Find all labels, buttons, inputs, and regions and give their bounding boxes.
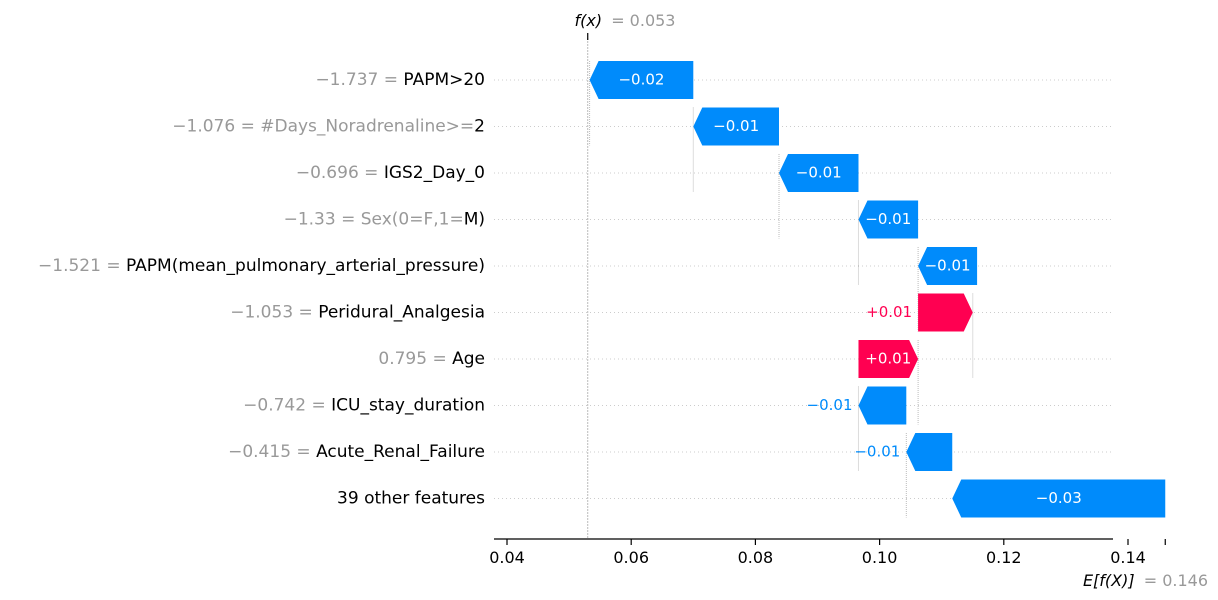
bar-value-label: −0.02 [618, 71, 664, 89]
bar [589, 61, 694, 99]
bar-value-label: −0.01 [796, 164, 842, 182]
bar [918, 247, 978, 285]
feature-label: 39 other features [337, 489, 485, 509]
bar-value-label: −0.01 [925, 257, 971, 275]
feature-label: −1.076 = #Days_Noradrenaline>=2 [172, 117, 485, 137]
bar [858, 340, 919, 378]
feature-value: −0.742 = [243, 396, 331, 416]
feature-name: M) [464, 210, 485, 230]
bar-value-label: −0.01 [713, 117, 759, 135]
feature-value: 0.795 = [378, 349, 452, 369]
feature-label: 0.795 = Age [378, 349, 485, 369]
bar-value-label: −0.01 [854, 443, 900, 461]
feature-label: −0.415 = Acute_Renal_Failure [228, 442, 485, 462]
feature-name: IGS2_Day_0 [384, 163, 485, 183]
bar [858, 200, 919, 239]
feature-name: PAPM>20 [403, 70, 485, 90]
feature-value: −0.696 = [296, 163, 384, 183]
bar-value-label: −0.03 [1036, 489, 1082, 507]
x-tick-label: 0.08 [738, 548, 774, 567]
feature-name: PAPM(mean_pulmonary_arterial_pressure) [126, 256, 485, 276]
x-tick-label: 0.04 [489, 548, 525, 567]
feature-value: −0.415 = [228, 442, 316, 462]
x-tick-label: 0.06 [613, 548, 649, 567]
feature-value: −1.521 = [38, 256, 126, 276]
feature-label: −1.33 = Sex(0=F,1=M) [284, 210, 485, 230]
x-axis: 0.04 0.06 0.08 0.10 0.12 0.14 [489, 538, 1166, 567]
bar-value-label: +0.01 [865, 350, 911, 368]
feature-name: 2 [474, 117, 485, 137]
feature-name: ICU_stay_duration [331, 396, 485, 416]
fx-annotation: f(x) = 0.053 [575, 11, 676, 30]
bar [858, 386, 907, 425]
reference-lines [587, 33, 974, 539]
feature-name: 39 other features [337, 489, 485, 509]
feature-name: Age [452, 349, 485, 369]
x-tick-label: 0.14 [1110, 548, 1146, 567]
efx-annotation: E[f(X)] = 0.146 [1083, 571, 1208, 590]
feature-value: −1.076 = #Days_Noradrenaline>= [172, 117, 474, 137]
bar [952, 479, 1166, 518]
annotations: f(x) = 0.053 E[f(X)] = 0.146 [575, 11, 1208, 590]
bar [778, 154, 859, 192]
feature-labels: −1.737 = PAPM>20 −1.076 = #Days_Noradrena… [38, 70, 485, 509]
bar-value-label: −0.01 [807, 396, 853, 414]
bar [906, 433, 953, 471]
feature-label: −1.737 = PAPM>20 [315, 70, 485, 90]
x-tick-label: 0.12 [986, 548, 1022, 567]
feature-value: −1.053 = [230, 303, 318, 323]
bars: −0.02 −0.01 −0.01 −0.01 −0.01 +0.01 +0.01 −0.01… [589, 61, 1166, 518]
feature-value: −1.33 = Sex(0=F,1= [284, 210, 464, 230]
bar [693, 107, 779, 146]
bar-value-label: +0.01 [866, 303, 912, 321]
feature-value: −1.737 = [315, 70, 403, 90]
feature-name: Acute_Renal_Failure [316, 442, 485, 462]
x-tick-label: 0.10 [862, 548, 898, 567]
feature-name: Peridural_Analgesia [318, 303, 485, 323]
bar-value-label: −0.01 [865, 210, 911, 228]
feature-label: −0.696 = IGS2_Day_0 [296, 163, 485, 183]
feature-label: −0.742 = ICU_stay_duration [243, 396, 485, 416]
feature-label: −1.053 = Peridural_Analgesia [230, 303, 485, 323]
row-gridlines [494, 79, 1113, 499]
feature-label: −1.521 = PAPM(mean_pulmonary_arterial_pr… [38, 256, 485, 276]
bar [918, 293, 973, 332]
